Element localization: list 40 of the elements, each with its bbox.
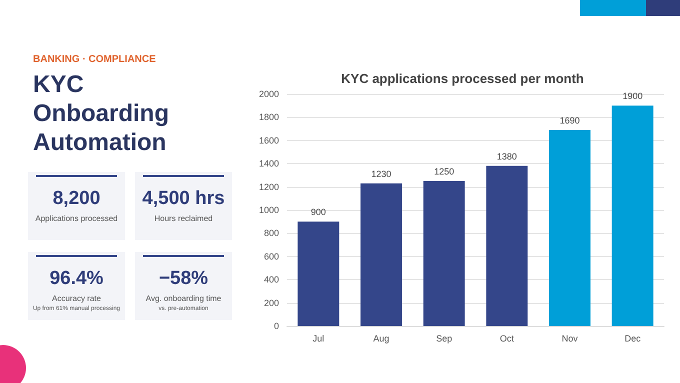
y-tick-label: 2000	[258, 89, 279, 99]
data-label: 1250	[434, 166, 454, 176]
text: −58%	[158, 268, 210, 290]
data-label: 900	[310, 207, 326, 218]
bar	[360, 183, 402, 326]
bar	[612, 106, 654, 326]
bar	[423, 181, 465, 326]
text: KYC Onboarding Automation	[33, 70, 170, 157]
x-tick-label: Nov	[562, 334, 578, 344]
x-tick-label: Oct	[500, 334, 514, 344]
y-tick-label: 400	[264, 274, 279, 285]
x-tick-label: Aug	[373, 334, 390, 344]
y-tick-label: 800	[264, 228, 279, 238]
text: Accuracy rate	[51, 294, 102, 303]
bar	[549, 130, 590, 326]
data-label: 1380	[496, 151, 517, 162]
text: Avg. onboarding time	[144, 294, 222, 303]
y-tick-label: 1600	[258, 135, 279, 146]
text: BANKING · COMPLIANCE	[33, 54, 156, 65]
x-tick-label: Sep	[436, 334, 452, 344]
data-label: 1690	[560, 115, 580, 126]
y-tick-label: 1000	[258, 205, 279, 215]
y-tick-label: 600	[264, 251, 279, 262]
y-tick-label: 1200	[258, 182, 279, 192]
text: 4,500 hrs	[141, 188, 226, 210]
data-label: 1230	[371, 168, 392, 179]
text: Applications processed	[34, 214, 119, 223]
data-label: 1900	[622, 91, 643, 102]
chart-title: KYC applications processed per month	[341, 71, 584, 86]
x-tick-label: Jul	[312, 334, 324, 344]
bar	[298, 222, 340, 326]
text: Hours reclaimed	[153, 214, 214, 223]
y-tick-label: 200	[264, 298, 279, 308]
y-tick-label: 1800	[258, 112, 279, 122]
y-tick-label: 0	[274, 321, 279, 331]
text: 8,200	[52, 188, 102, 210]
y-tick-label: 1400	[258, 158, 279, 169]
x-tick-label: Dec	[624, 334, 642, 344]
bar	[486, 166, 528, 326]
text: 96.4%	[48, 268, 104, 290]
